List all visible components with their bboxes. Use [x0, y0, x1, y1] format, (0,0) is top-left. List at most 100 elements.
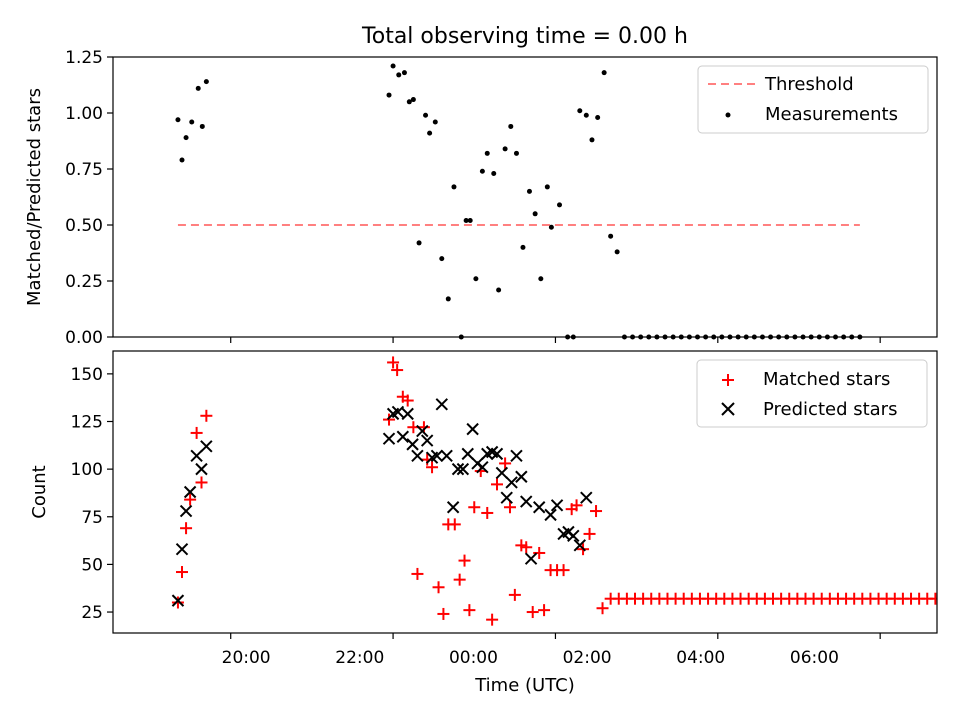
measurement-point — [203, 79, 209, 85]
predicted-star-stroke-b — [515, 470, 528, 483]
predicted-star-stroke-b — [461, 447, 474, 461]
bottom-panel: 25 50 75 100 125 150 20:00 22:00 00:00 02:00 04:0… — [29, 350, 958, 696]
predicted-star-point — [500, 491, 513, 504]
matched-star-point — [200, 409, 213, 422]
matched-star-point — [453, 573, 466, 586]
measurement-point — [513, 150, 519, 156]
matched-star-point — [557, 564, 570, 577]
measurement-point — [595, 114, 601, 120]
predicted-star-point — [573, 539, 587, 552]
predicted-star-point — [183, 485, 197, 499]
top-legend: Threshold Measurements — [697, 65, 929, 134]
bottom-x-tick-label: 02:00 — [563, 648, 612, 668]
measurement-point — [583, 112, 589, 118]
matched-star-point — [503, 501, 516, 514]
predicted-star-point — [510, 449, 523, 463]
predicted-star-stroke-b — [416, 424, 429, 438]
measurement-point — [386, 92, 392, 98]
measurement-point — [520, 244, 526, 250]
matched-legend-marker — [722, 374, 734, 386]
predicted-star-point — [490, 447, 504, 461]
measurement-point — [195, 85, 201, 91]
predicted-star-point — [524, 552, 538, 565]
predicted-star-stroke-b — [396, 430, 410, 443]
matched-legend-label: Matched stars — [763, 369, 890, 390]
predicted-star-point — [466, 422, 479, 436]
matched-star-point — [426, 461, 439, 474]
bottom-x-tick-label: 22:00 — [335, 648, 384, 668]
measurement-point — [496, 287, 502, 293]
predicted-star-point — [411, 449, 424, 463]
measurement-point — [484, 150, 490, 156]
predicted-star-stroke-b — [406, 438, 419, 451]
predicted-star-point — [406, 438, 419, 451]
predicted-star-point — [532, 501, 546, 514]
matched-star-point — [596, 602, 609, 615]
predicted-star-stroke-b — [524, 552, 538, 565]
measurement-point — [439, 256, 445, 262]
measurement-point — [557, 202, 563, 208]
predicted-star-stroke-b — [500, 491, 513, 504]
predicted-star-point — [420, 434, 434, 447]
predicted-star-stroke-b — [456, 462, 470, 476]
bottom-legend-box — [696, 359, 928, 428]
matched-star-point — [508, 588, 521, 601]
predicted-star-stroke-b — [550, 499, 564, 512]
predicted-star-stroke-b — [446, 501, 460, 514]
measurement-point — [589, 137, 595, 143]
predicted-star-stroke-b — [382, 432, 396, 445]
matched-star-point — [411, 567, 424, 580]
matched-star-point — [184, 493, 197, 506]
bottom-x-tick-label: 06:00 — [790, 648, 839, 668]
measurement-point — [577, 108, 583, 114]
matched-star-point — [946, 593, 958, 605]
matched-star-point — [387, 356, 400, 369]
predicted-star-point — [520, 495, 533, 508]
matched-star-point — [490, 478, 503, 491]
bottom-y-tick-label: 150 — [71, 365, 103, 385]
predicted-star-point — [200, 440, 213, 453]
predicted-star-stroke-b — [195, 462, 208, 476]
matched-star-point — [437, 607, 450, 620]
matched-star-point — [383, 413, 396, 426]
measurement-point — [508, 123, 514, 129]
measurement-point — [538, 276, 544, 282]
matched-star-point — [533, 546, 546, 559]
matched-star-point — [570, 499, 583, 512]
top-y-axis-label: Matched/Predicted stars — [24, 88, 45, 306]
predicted-star-point — [495, 466, 509, 480]
predicted-star-stroke-b — [440, 449, 453, 463]
measurement-point — [473, 276, 479, 282]
matched-star-point — [590, 505, 603, 518]
predicted-star-stroke-b — [495, 466, 509, 480]
bottom-y-tick-label: 75 — [81, 508, 103, 528]
top-y-tick-label: 0.75 — [65, 160, 103, 180]
predicted-star-point — [401, 407, 414, 421]
measurement-point — [179, 157, 185, 163]
predicted-star-stroke-b — [411, 449, 424, 463]
predicted-star-stroke-b — [544, 508, 557, 522]
predicted-star-point — [391, 405, 405, 419]
predicted-star-stroke-b — [430, 449, 444, 463]
bottom-x-axis-label: Time (UTC) — [474, 675, 575, 696]
matched-star-point — [401, 394, 414, 407]
measurement-point — [601, 70, 607, 76]
bottom-x-tick-label: 00:00 — [449, 648, 498, 668]
predicted-star-stroke-b — [510, 449, 523, 463]
top-legend-box — [697, 65, 929, 134]
predicted-star-point — [461, 447, 474, 461]
predicted-star-stroke-b — [179, 504, 193, 518]
predicted-star-stroke-b — [171, 594, 185, 607]
matched-star-point — [432, 581, 445, 594]
measurement-point — [396, 72, 402, 78]
matched-star-point — [468, 501, 481, 514]
predicted-star-point — [416, 424, 429, 438]
predicted-star-point — [505, 476, 518, 489]
bottom-y-tick-label: 25 — [81, 603, 103, 623]
measurement-point — [416, 240, 422, 246]
predicted-star-stroke-b — [451, 462, 465, 476]
measurement-point — [406, 99, 412, 105]
bottom-y-tick-label: 125 — [71, 413, 103, 433]
measurement-point — [532, 211, 538, 217]
